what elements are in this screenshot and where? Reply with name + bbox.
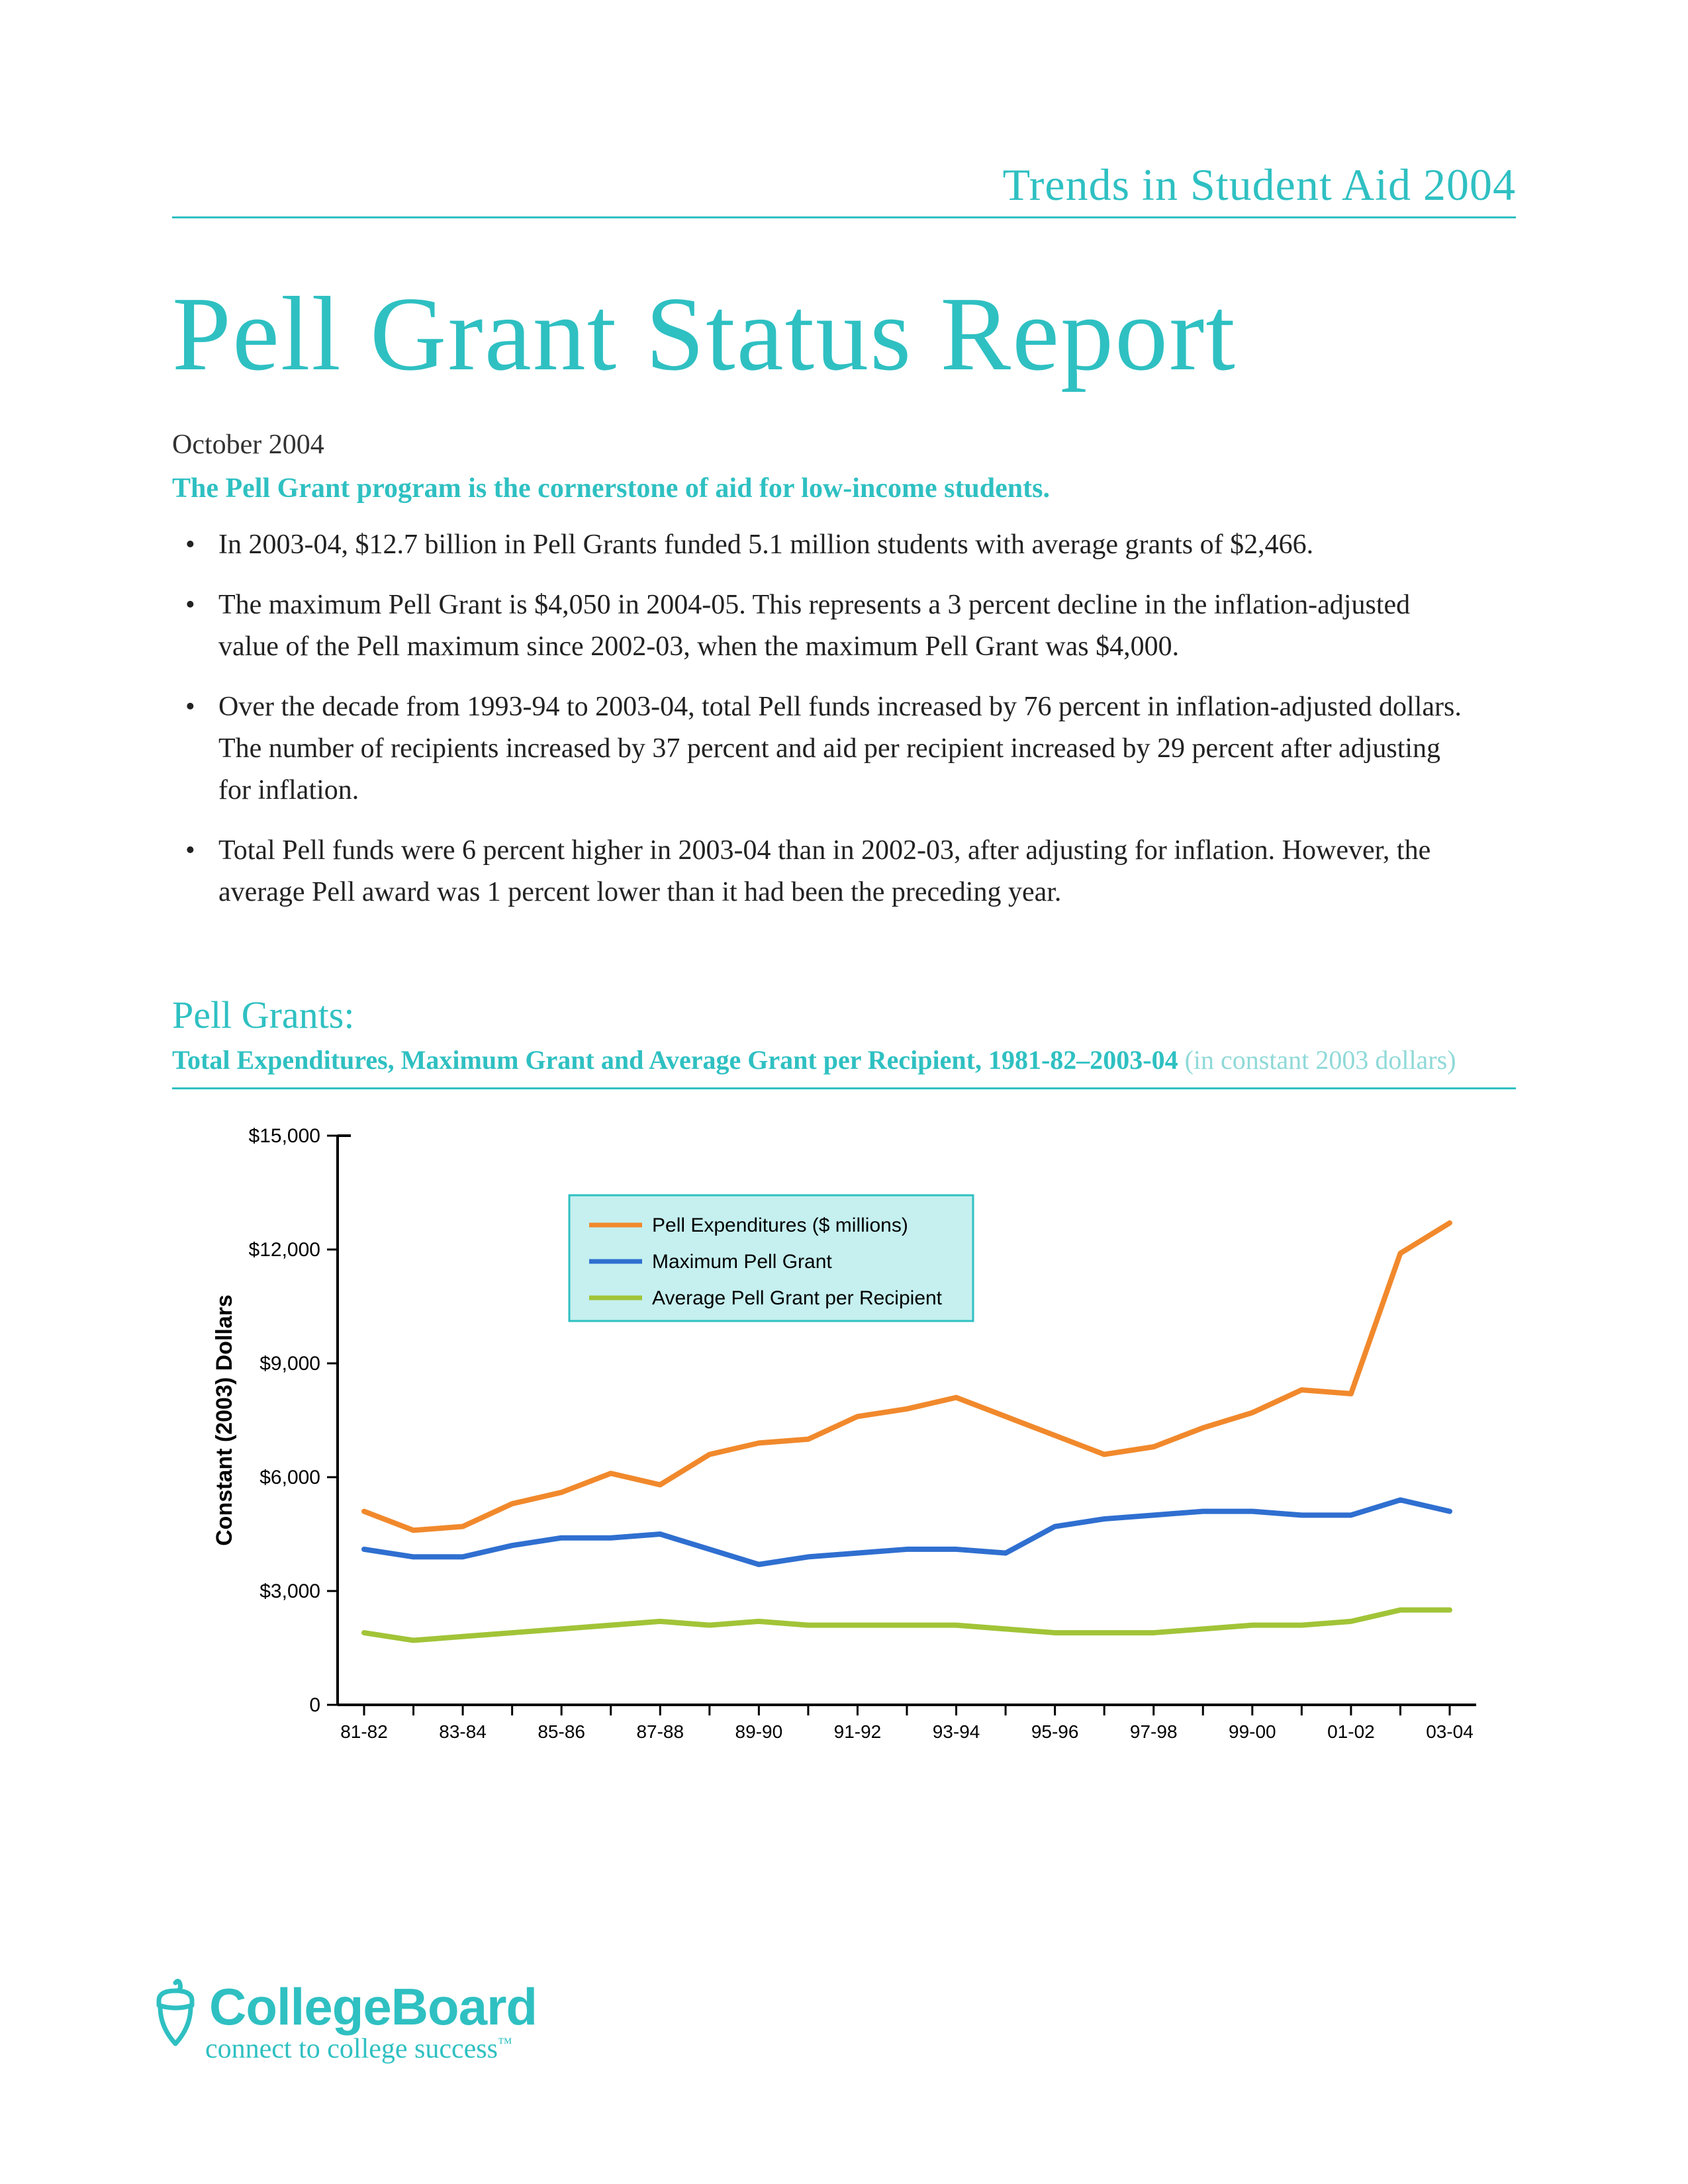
tagline-text: connect to college success — [205, 2034, 498, 2064]
svg-text:91-92: 91-92 — [834, 1721, 882, 1742]
svg-text:$6,000: $6,000 — [259, 1467, 320, 1488]
bullet-list: In 2003-04, $12.7 billion in Pell Grants… — [172, 524, 1516, 913]
page-title: Pell Grant Status Report — [172, 278, 1516, 389]
chart-subheading-bold: Total Expenditures, Maximum Grant and Av… — [172, 1045, 1178, 1075]
svg-text:89-90: 89-90 — [735, 1721, 783, 1742]
svg-text:83-84: 83-84 — [439, 1721, 487, 1742]
chart-container: 0 $3,000 $6,000 $9,000 $12,000 $15,000 Constan… — [199, 1122, 1516, 1761]
logo-block: CollegeBoard connect to college success™ — [146, 1977, 537, 2065]
svg-text:93-94: 93-94 — [933, 1721, 980, 1742]
svg-text:99-00: 99-00 — [1229, 1721, 1276, 1742]
svg-text:Pell Expenditures ($ millions): Pell Expenditures ($ millions) — [652, 1214, 908, 1236]
svg-text:81-82: 81-82 — [340, 1721, 388, 1742]
subtitle: The Pell Grant program is the cornerston… — [172, 473, 1516, 504]
line-chart: 0 $3,000 $6,000 $9,000 $12,000 $15,000 Constan… — [199, 1122, 1509, 1758]
chart-heading: Pell Grants: — [172, 993, 1516, 1037]
bullet-item: In 2003-04, $12.7 billion in Pell Grants… — [218, 524, 1516, 566]
bullet-item: The maximum Pell Grant is $4,050 in 2004… — [218, 584, 1516, 668]
chart-subheading-paren: (in constant 2003 dollars) — [1178, 1045, 1456, 1075]
svg-text:97-98: 97-98 — [1130, 1721, 1178, 1742]
logo-tagline: connect to college success™ — [205, 2033, 537, 2065]
svg-text:Maximum Pell Grant: Maximum Pell Grant — [652, 1251, 832, 1273]
svg-text:$3,000: $3,000 — [259, 1580, 320, 1602]
logo-text: CollegeBoard — [209, 1977, 537, 2037]
svg-text:0: 0 — [309, 1694, 320, 1716]
date-line: October 2004 — [172, 429, 1516, 461]
bullet-item: Over the decade from 1993-94 to 2003-04,… — [218, 686, 1516, 811]
acorn-icon — [146, 1978, 205, 2050]
header-banner: Trends in Student Aid 2004 — [172, 159, 1516, 218]
chart-subheading: Total Expenditures, Maximum Grant and Av… — [172, 1042, 1516, 1078]
svg-text:95-96: 95-96 — [1031, 1721, 1079, 1742]
svg-text:87-88: 87-88 — [636, 1721, 684, 1742]
svg-text:03-04: 03-04 — [1426, 1721, 1474, 1742]
svg-text:$15,000: $15,000 — [249, 1125, 320, 1147]
svg-text:$12,000: $12,000 — [249, 1239, 320, 1261]
bullet-item: Total Pell funds were 6 percent higher i… — [218, 830, 1516, 913]
chart-divider — [172, 1087, 1516, 1089]
svg-text:01-02: 01-02 — [1327, 1721, 1375, 1742]
svg-text:85-86: 85-86 — [538, 1721, 585, 1742]
tm-symbol: ™ — [498, 2034, 512, 2051]
svg-text:Average Pell Grant per Recipie: Average Pell Grant per Recipient — [652, 1287, 943, 1309]
svg-text:$9,000: $9,000 — [259, 1353, 320, 1375]
svg-text:Constant (2003) Dollars: Constant (2003) Dollars — [212, 1295, 237, 1546]
chart-section: Pell Grants: Total Expenditures, Maximum… — [172, 993, 1516, 1761]
